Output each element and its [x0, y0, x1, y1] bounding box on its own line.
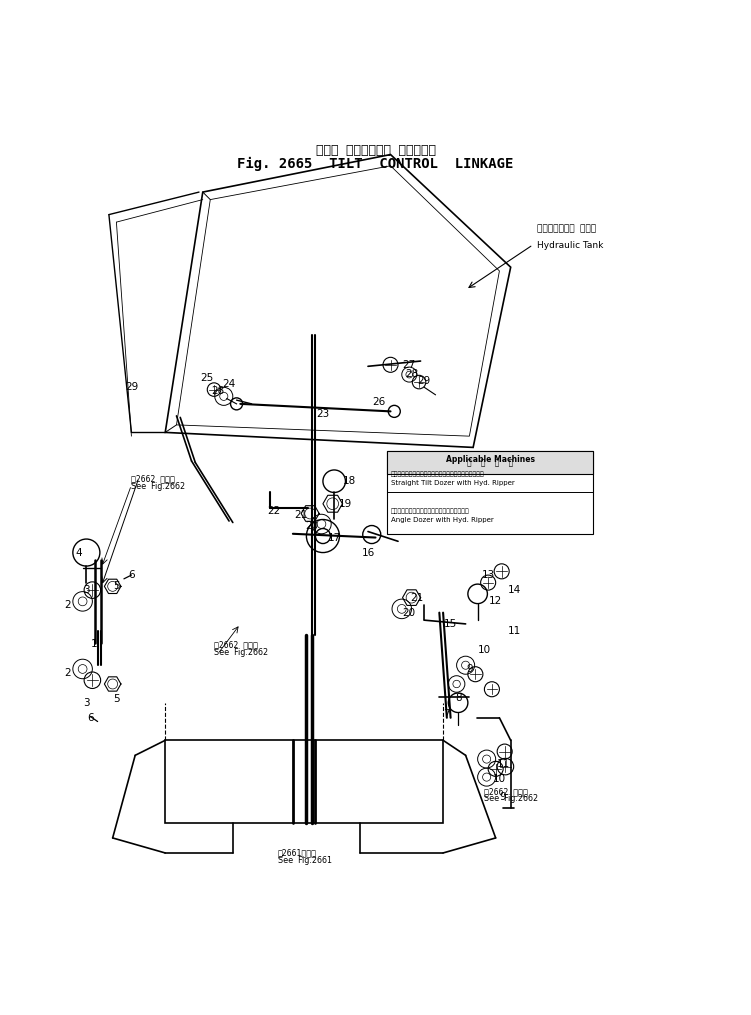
- Text: ストレートチルトドーザハイドロリックリッパー装備車: ストレートチルトドーザハイドロリックリッパー装備車: [391, 472, 484, 477]
- Text: 2: 2: [65, 600, 71, 610]
- Text: 第2662 図参照: 第2662 図参照: [214, 640, 258, 650]
- Text: Angle Dozer with Hyd. Ripper: Angle Dozer with Hyd. Ripper: [391, 517, 493, 523]
- Text: 11: 11: [496, 759, 510, 769]
- Text: Hydraulic Tank: Hydraulic Tank: [537, 241, 603, 250]
- Text: 16: 16: [361, 547, 375, 557]
- Text: 23: 23: [316, 409, 330, 418]
- Text: 8: 8: [455, 692, 461, 702]
- Text: 9: 9: [500, 792, 506, 802]
- Text: 1: 1: [91, 639, 97, 650]
- Text: ハイドロリック タンク: ハイドロリック タンク: [537, 224, 596, 233]
- Text: Straight Tilt Dozer with Hyd. Ripper: Straight Tilt Dozer with Hyd. Ripper: [391, 479, 514, 485]
- Bar: [387, 452, 593, 534]
- Text: 22: 22: [267, 506, 281, 517]
- Text: 第2662 図参照: 第2662 図参照: [131, 474, 175, 483]
- Text: 28: 28: [405, 368, 418, 379]
- Text: 第2662 図参照: 第2662 図参照: [484, 787, 528, 796]
- Text: 9: 9: [466, 664, 472, 674]
- Text: 17: 17: [327, 533, 341, 543]
- Text: チルト コントロール リンケージ: チルト コントロール リンケージ: [315, 144, 436, 157]
- Text: 20: 20: [305, 522, 318, 531]
- Text: See  Fig.2662: See Fig.2662: [484, 795, 538, 804]
- Text: 19: 19: [339, 498, 352, 509]
- Text: 29: 29: [418, 377, 431, 387]
- Text: アングルドーザハイドロリックリッパー装備車: アングルドーザハイドロリックリッパー装備車: [391, 509, 469, 515]
- Text: See  Fig.2662: See Fig.2662: [131, 482, 185, 491]
- Text: 21: 21: [294, 510, 307, 520]
- Text: 21: 21: [410, 593, 424, 603]
- Text: 適  用  機  種: 適 用 機 種: [467, 458, 513, 467]
- Text: 15: 15: [444, 619, 457, 629]
- Text: 10: 10: [478, 646, 491, 656]
- Text: See  Fig.2662: See Fig.2662: [214, 648, 268, 657]
- Text: Applicable Machines: Applicable Machines: [445, 455, 535, 464]
- Text: 29: 29: [125, 383, 138, 393]
- Text: 14: 14: [508, 585, 521, 595]
- Text: 11: 11: [508, 626, 521, 636]
- Text: 7: 7: [444, 709, 450, 719]
- Text: 18: 18: [342, 476, 356, 486]
- Text: 27: 27: [403, 359, 416, 369]
- Text: 20: 20: [403, 608, 416, 618]
- Text: Fig. 2665  TILT  CONTROL  LINKAGE: Fig. 2665 TILT CONTROL LINKAGE: [237, 156, 514, 171]
- Text: 3: 3: [83, 697, 89, 707]
- Text: 6: 6: [87, 713, 93, 723]
- Text: 4: 4: [76, 547, 82, 557]
- Text: 25: 25: [200, 374, 213, 384]
- Text: 24: 24: [222, 379, 236, 389]
- Text: 5: 5: [113, 582, 119, 592]
- Text: 13: 13: [481, 570, 495, 581]
- Text: 5: 5: [113, 694, 119, 704]
- Text: 第2661図参照: 第2661図参照: [278, 849, 317, 858]
- Text: 28: 28: [211, 386, 225, 396]
- Bar: [387, 452, 593, 474]
- Text: 6: 6: [128, 570, 134, 581]
- Text: 10: 10: [493, 774, 506, 785]
- Text: 12: 12: [489, 597, 502, 606]
- Text: 3: 3: [83, 585, 89, 595]
- Text: See  Fig.2661: See Fig.2661: [278, 856, 332, 865]
- Text: 2: 2: [65, 668, 71, 678]
- Text: 26: 26: [372, 397, 386, 407]
